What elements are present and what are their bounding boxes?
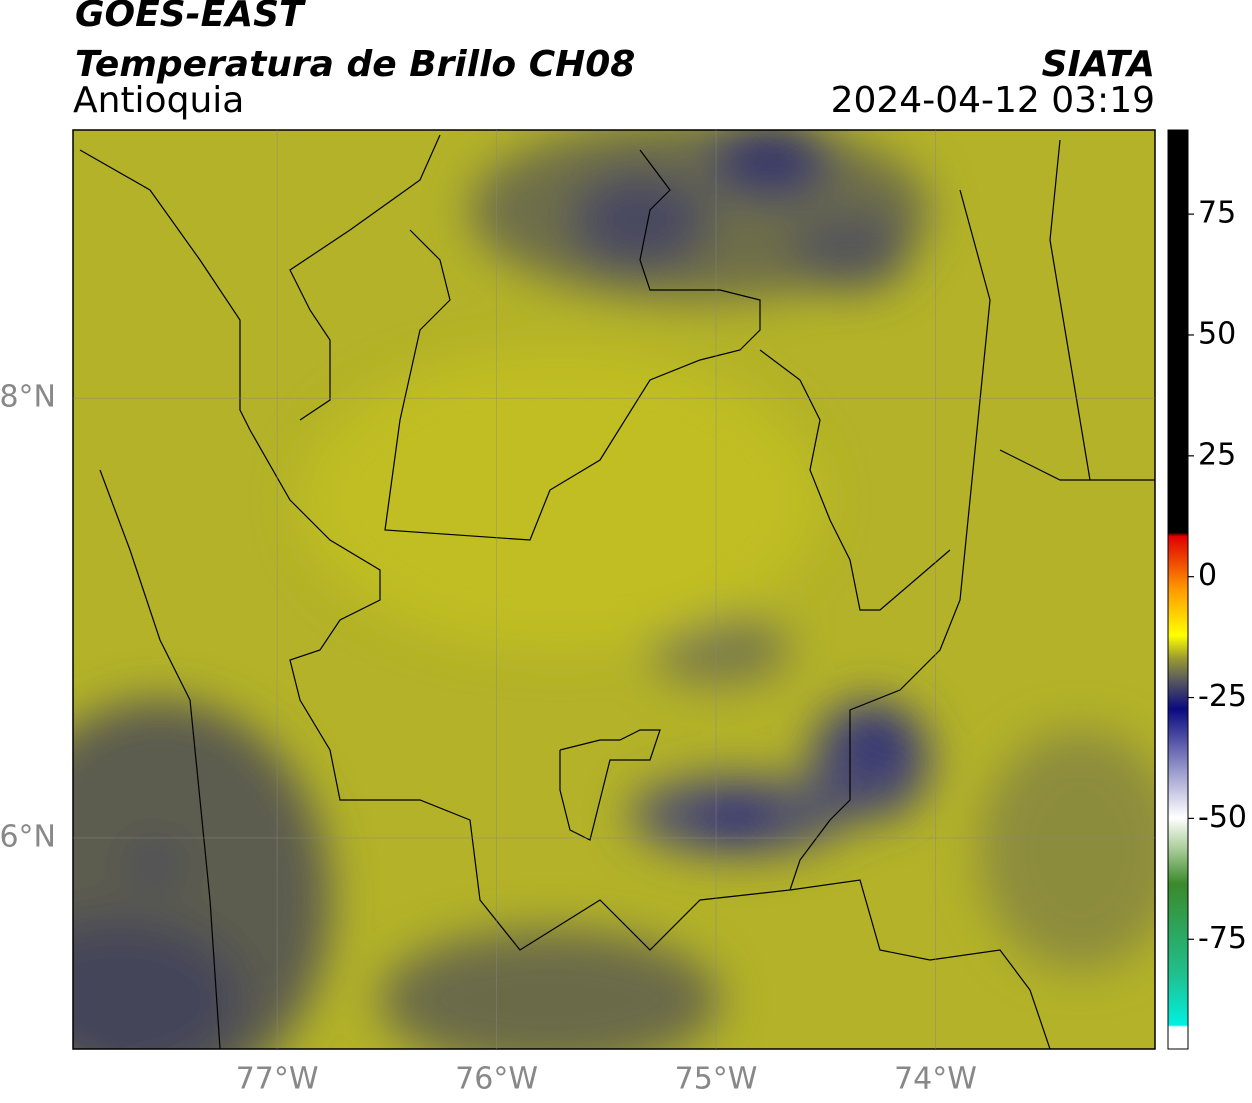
x-tick-label: 74°W: [894, 1062, 977, 1097]
colorbar-tick-label: 50: [1198, 316, 1236, 351]
map-imagery: [73, 130, 1155, 1049]
colorbar-tick-label: 0: [1198, 558, 1217, 593]
source: SIATA: [1042, 44, 1155, 85]
colorbar-tick-label: -25: [1198, 679, 1247, 714]
region: Antioquia: [73, 80, 244, 121]
cloud-field: [73, 130, 1155, 1049]
colorbar: [1167, 129, 1189, 1050]
borders: [79, 134, 1155, 1049]
colorbar-tick-label: 75: [1198, 196, 1236, 231]
colorbar-tick-label: -75: [1198, 921, 1247, 956]
x-tick-label: 75°W: [675, 1062, 758, 1097]
map-frame: [72, 129, 1156, 1050]
timestamp: 2024-04-12 03:19: [831, 80, 1155, 121]
x-tick-label: 77°W: [236, 1062, 319, 1097]
colorbar-tick-label: 25: [1198, 437, 1236, 472]
y-tick-label: 6°N: [0, 819, 56, 854]
colorbar-tick-label: -50: [1198, 800, 1247, 835]
y-tick-label: 8°N: [0, 380, 56, 415]
axes: 77°W 76°W 75°W 74°W 8°N 6°N 75 50 25 0 -25 -50 -75: [0, 130, 1247, 1097]
x-tick-label: 76°W: [455, 1062, 538, 1097]
title: GOES-EAST: [75, 0, 306, 35]
subtitle: Temperatura de Brillo CH08: [75, 44, 635, 85]
